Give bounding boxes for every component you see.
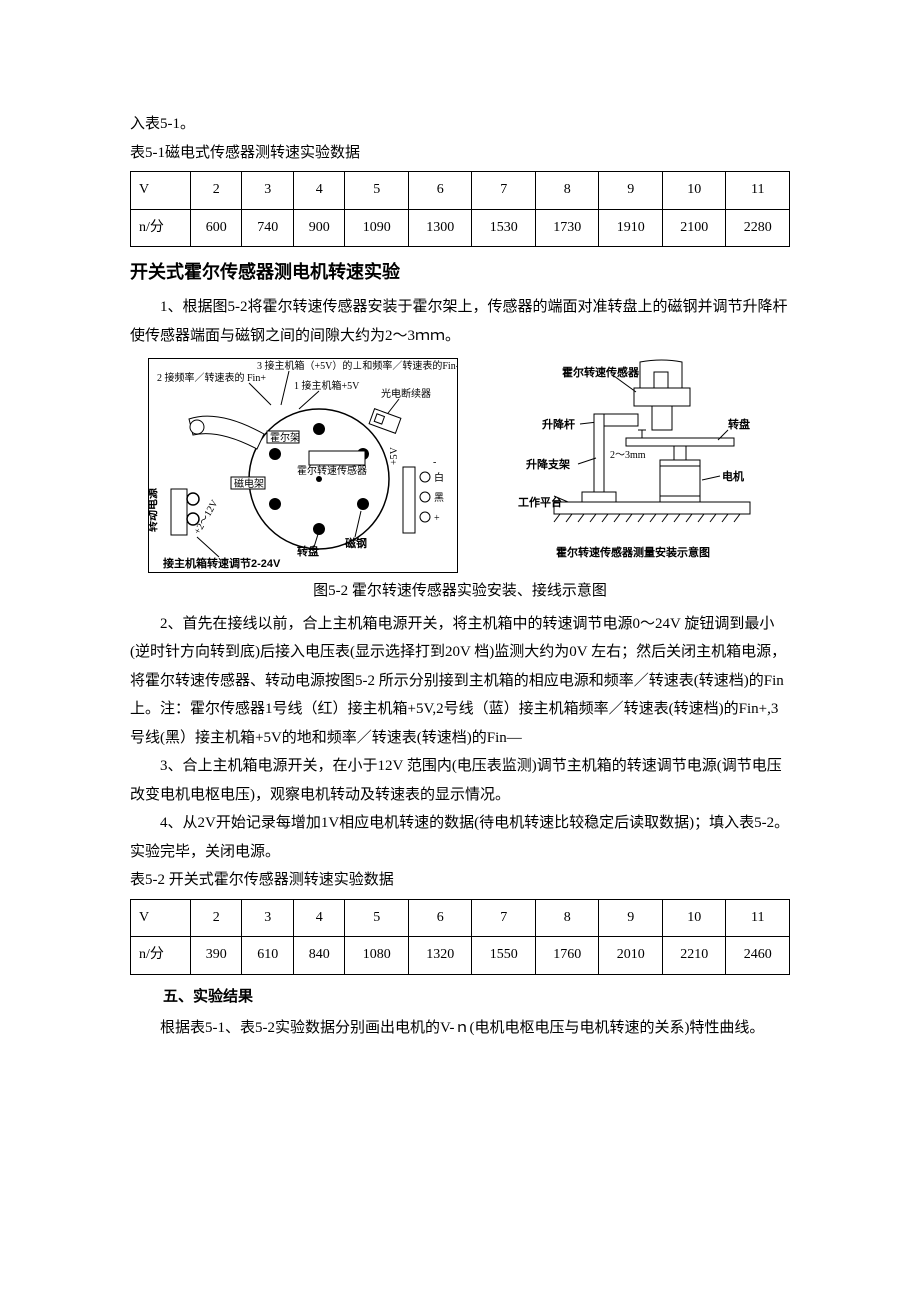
wiring-diagram-icon: 2 接频率／转速表的 Fin+ 3 接主机箱（+5V）的⊥和频率／转速表的Fin…	[148, 358, 458, 573]
step-2: 2、首先在接线以前，合上主机箱电源开关，将主机箱中的转速调节电源0～24V 旋钮…	[130, 610, 790, 753]
table-row: n/分 600 740 900 1090 1300 1530 1730 1910…	[131, 209, 790, 247]
row-label: n/分	[131, 937, 191, 975]
cell: 5	[345, 899, 409, 937]
cell: 2280	[726, 209, 790, 247]
row-label: V	[131, 899, 191, 937]
cell: 900	[293, 209, 344, 247]
fig-text: 升降杆	[542, 417, 575, 431]
cell: 3	[242, 899, 293, 937]
cell: 2100	[662, 209, 726, 247]
step-1: 1、根据图5-2将霍尔转速传感器安装于霍尔架上，传感器的端面对准转盘上的磁钢并调…	[130, 293, 790, 350]
cell: 390	[191, 937, 242, 975]
cell: 840	[293, 937, 344, 975]
fig-text: 磁电架	[234, 477, 264, 490]
results-para: 根据表5-1、表5-2实验数据分别画出电机的V-ｎ(电机电枢电压与电机转速的关系…	[130, 1014, 790, 1043]
cell: 2	[191, 172, 242, 210]
fig-text: +5V	[389, 447, 400, 466]
intro-line: 入表5-1。	[130, 110, 790, 139]
cell: 11	[726, 899, 790, 937]
cell: 8	[535, 899, 599, 937]
fig-text: 3 接主机箱（+5V）的⊥和频率／转速表的Fin-	[257, 359, 458, 372]
figure-caption: 图5-2 霍尔转速传感器实验安装、接线示意图	[130, 577, 790, 606]
row-label: V	[131, 172, 191, 210]
fig-text: 升降支架	[526, 457, 570, 471]
cell: 9	[599, 899, 663, 937]
fig-text: 转动电源	[148, 488, 159, 532]
cell: 4	[293, 899, 344, 937]
fig-text: 黑	[434, 492, 444, 504]
cell: 5	[345, 172, 409, 210]
table-5-2: V 2 3 4 5 6 7 8 9 10 11 n/分 390 610 840 …	[130, 899, 790, 975]
fig-text: 电机	[722, 469, 744, 483]
cell: 8	[535, 172, 599, 210]
row-label: n/分	[131, 209, 191, 247]
cell: 4	[293, 172, 344, 210]
fig-text: 1 接主机箱+5V	[294, 379, 360, 392]
fig-text: 霍尔转速传感器	[562, 365, 640, 379]
cell: 3	[242, 172, 293, 210]
fig-caption-right: 霍尔转速传感器测量安装示意图	[556, 545, 710, 559]
cell: 1080	[345, 937, 409, 975]
cell: 2210	[662, 937, 726, 975]
fig-text: +	[434, 513, 440, 524]
fig-text: 磁钢	[345, 536, 367, 550]
cell: 7	[472, 172, 536, 210]
heading-main: 开关式霍尔传感器测电机转速实验	[130, 255, 790, 289]
cell: 1300	[408, 209, 472, 247]
cell: 11	[726, 172, 790, 210]
cell: 1530	[472, 209, 536, 247]
fig-text: 霍尔架	[270, 431, 300, 444]
fig-text: 2～3mm	[610, 450, 646, 461]
fig-text: 转盘	[728, 417, 750, 431]
step-4: 4、从2V开始记录每增加1V相应电机转速的数据(待电机转速比较稳定后读取数据)；…	[130, 809, 790, 866]
cell: 740	[242, 209, 293, 247]
fig-text: 光电断续器	[381, 387, 431, 400]
cell: 600	[191, 209, 242, 247]
cell: 1320	[408, 937, 472, 975]
cell: 10	[662, 899, 726, 937]
cell: 1090	[345, 209, 409, 247]
cell: 1550	[472, 937, 536, 975]
table-5-1: V 2 3 4 5 6 7 8 9 10 11 n/分 600 740 900 …	[130, 171, 790, 247]
install-diagram-icon: 霍尔转速传感器 升降杆 升降支架 转盘 2～3mm 电机 工作平台	[482, 358, 772, 573]
cell: 6	[408, 899, 472, 937]
cell: 2	[191, 899, 242, 937]
heading-results: 五、实验结果	[130, 983, 790, 1012]
fig-text: 霍尔转速传感器	[297, 464, 367, 477]
table1-title: 表5-1磁电式传感器测转速实验数据	[130, 139, 790, 168]
fig-text: 白	[434, 471, 444, 484]
cell: 10	[662, 172, 726, 210]
cell: 2460	[726, 937, 790, 975]
step-3: 3、合上主机箱电源开关，在小于12V 范围内(电压表监测)调节主机箱的转速调节电…	[130, 752, 790, 809]
fig-text: 接主机箱转速调节2-24V	[163, 556, 281, 570]
cell: 2010	[599, 937, 663, 975]
cell: 1730	[535, 209, 599, 247]
cell: 610	[242, 937, 293, 975]
figure-5-2: 2 接频率／转速表的 Fin+ 3 接主机箱（+5V）的⊥和频率／转速表的Fin…	[130, 358, 790, 573]
table-row: V 2 3 4 5 6 7 8 9 10 11	[131, 172, 790, 210]
cell: 7	[472, 899, 536, 937]
fig-text: 转盘	[297, 544, 319, 558]
cell: 9	[599, 172, 663, 210]
cell: 6	[408, 172, 472, 210]
fig-text: -	[433, 457, 436, 468]
table-row: n/分 390 610 840 1080 1320 1550 1760 2010…	[131, 937, 790, 975]
table-row: V 2 3 4 5 6 7 8 9 10 11	[131, 899, 790, 937]
fig-text: 2 接频率／转速表的 Fin+	[157, 371, 266, 384]
cell: 1910	[599, 209, 663, 247]
cell: 1760	[535, 937, 599, 975]
table2-title: 表5-2 开关式霍尔传感器测转速实验数据	[130, 866, 790, 895]
